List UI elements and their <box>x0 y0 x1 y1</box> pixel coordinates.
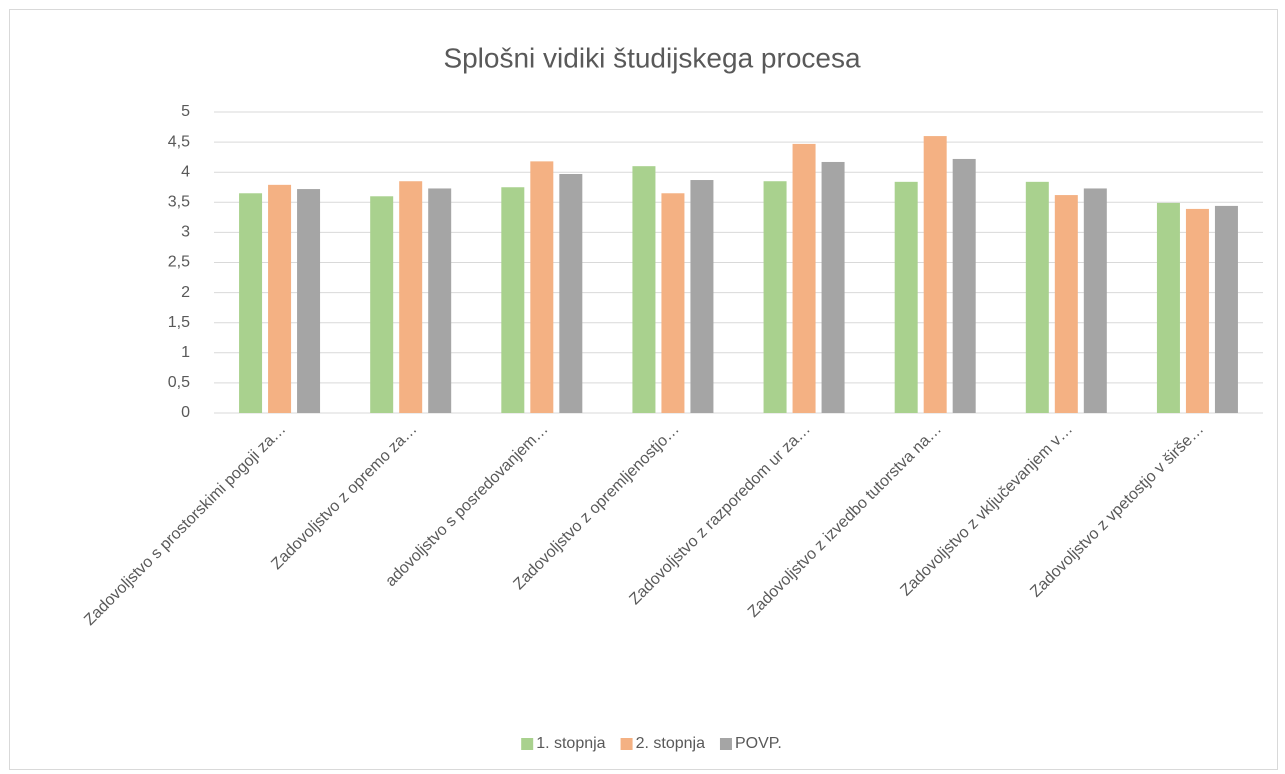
bar <box>559 174 583 413</box>
bar <box>792 143 816 413</box>
bar <box>661 193 685 413</box>
bar <box>370 196 394 413</box>
legend-swatch <box>620 738 633 750</box>
legend-swatch <box>521 738 534 750</box>
bar <box>821 161 845 413</box>
bar <box>268 184 292 413</box>
y-tick-label: 1 <box>181 344 190 361</box>
bar <box>1185 208 1209 413</box>
legend-label: POVP. <box>735 735 782 752</box>
y-tick-label: 2 <box>181 284 190 301</box>
y-tick-label: 1,5 <box>168 314 190 331</box>
bar <box>1156 202 1180 413</box>
y-tick-label: 5 <box>181 103 190 120</box>
legend-label: 1. stopnja <box>536 735 605 752</box>
legend-swatch <box>719 738 732 750</box>
bar <box>501 187 525 413</box>
y-tick-label: 3,5 <box>168 194 190 211</box>
bar <box>428 188 452 413</box>
bar <box>1054 195 1078 413</box>
bar <box>690 180 714 413</box>
bar <box>952 158 976 413</box>
bar <box>763 181 787 413</box>
bar <box>399 181 423 413</box>
y-tick-label: 0 <box>181 404 190 421</box>
y-tick-label: 4,5 <box>168 133 190 150</box>
bar <box>1025 181 1049 413</box>
y-tick-label: 2,5 <box>168 254 190 271</box>
bar <box>923 136 947 413</box>
bar <box>239 193 263 413</box>
y-tick-label: 4 <box>181 163 190 180</box>
bar <box>530 161 554 413</box>
legend-label: 2. stopnja <box>636 735 705 752</box>
bar <box>632 166 656 413</box>
bar <box>1083 188 1107 413</box>
bar <box>1214 205 1238 413</box>
y-tick-label: 0,5 <box>168 374 190 391</box>
y-tick-label: 3 <box>181 224 190 241</box>
bar <box>894 181 918 413</box>
bar <box>297 189 321 413</box>
chart-title: Splošni vidiki študijskega procesa <box>443 42 861 73</box>
